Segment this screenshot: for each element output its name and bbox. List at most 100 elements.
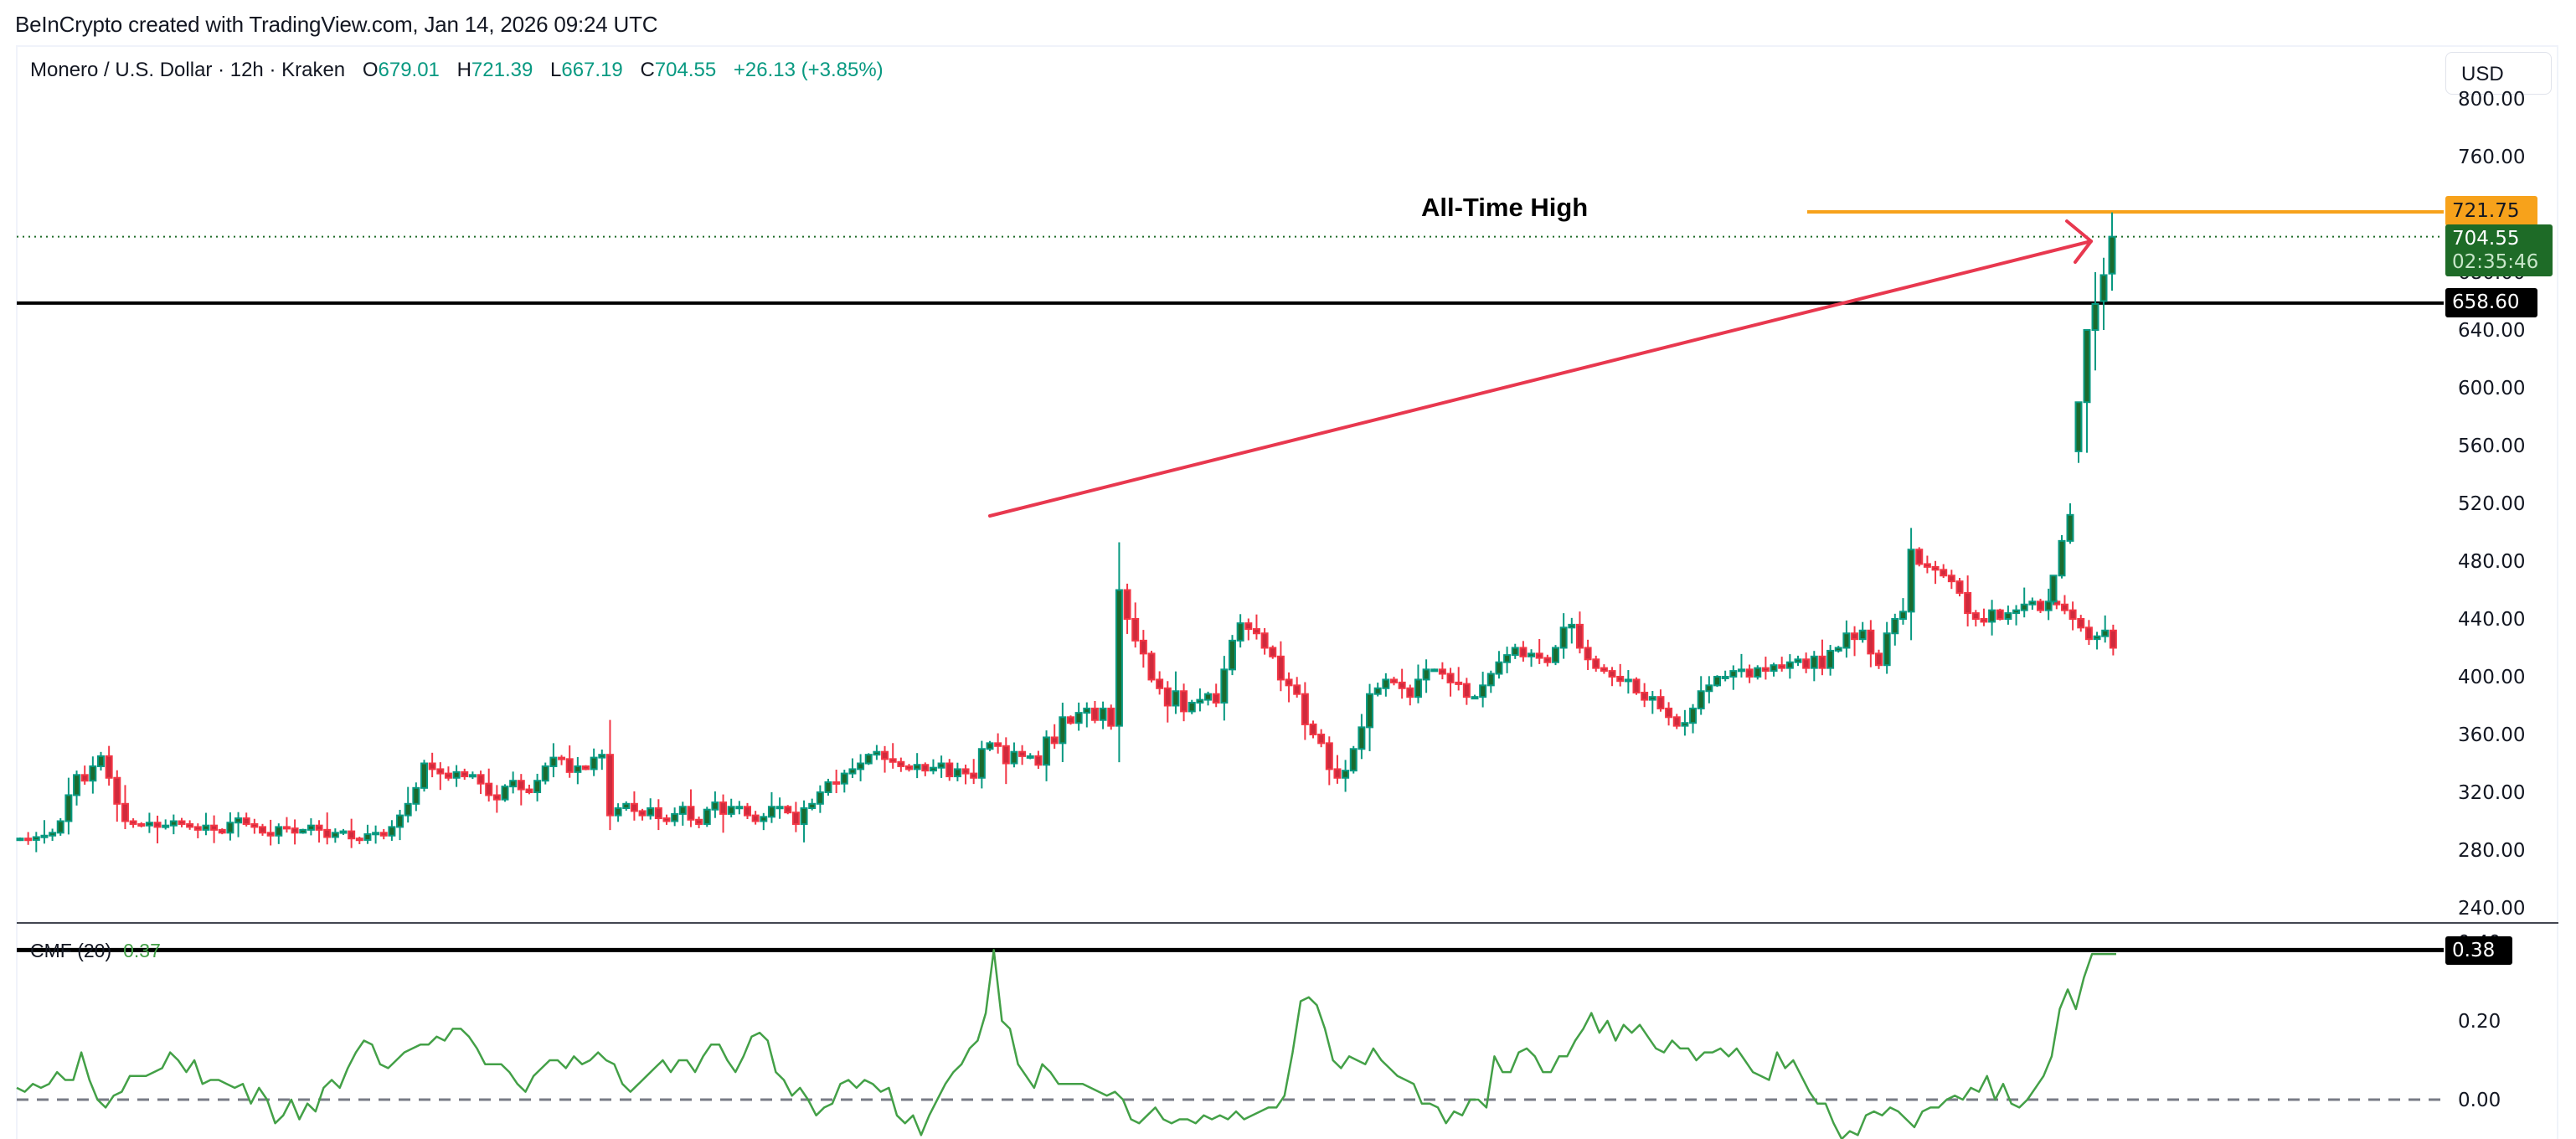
candle-down[interactable]	[137, 822, 146, 827]
candle-down[interactable]	[881, 750, 889, 760]
candle-down[interactable]	[1309, 723, 1317, 735]
candle-up[interactable]	[32, 836, 40, 841]
candle-down[interactable]	[525, 788, 533, 793]
candle-down[interactable]	[1940, 569, 1948, 577]
candle-up[interactable]	[339, 830, 348, 834]
candle-down[interactable]	[1276, 655, 1285, 681]
candle-up[interactable]	[275, 826, 283, 837]
candle-down[interactable]	[921, 764, 930, 772]
candle-up[interactable]	[549, 756, 558, 767]
candle-up[interactable]	[1471, 696, 1479, 700]
candle-down[interactable]	[630, 802, 638, 812]
candle-down[interactable]	[1269, 647, 1277, 657]
candle-down[interactable]	[379, 832, 388, 837]
candle-down[interactable]	[1632, 678, 1641, 693]
candle-down[interactable]	[994, 742, 1002, 747]
candle-down[interactable]	[1616, 676, 1625, 683]
candle-down[interactable]	[1608, 670, 1616, 678]
candle-up[interactable]	[64, 794, 73, 822]
candle-down[interactable]	[1656, 696, 1665, 709]
candle-down[interactable]	[80, 774, 89, 782]
candle-up[interactable]	[1204, 693, 1213, 701]
candle-down[interactable]	[291, 827, 299, 834]
candle-down[interactable]	[1996, 609, 2004, 621]
candle-up[interactable]	[711, 801, 719, 811]
candle-down[interactable]	[2077, 618, 2085, 629]
candle-down[interactable]	[1778, 664, 1786, 669]
candle-up[interactable]	[2083, 329, 2091, 404]
candle-up[interactable]	[420, 762, 428, 789]
candle-up[interactable]	[1721, 676, 1729, 679]
candle-down[interactable]	[323, 828, 332, 838]
cmf-name[interactable]: CMF (20)	[30, 940, 112, 961]
candle-up[interactable]	[1059, 716, 1067, 745]
candle-up[interactable]	[816, 791, 824, 805]
candle-down[interactable]	[751, 814, 760, 822]
candle-down[interactable]	[638, 810, 647, 817]
candle-down[interactable]	[178, 820, 186, 825]
candle-up[interactable]	[1043, 736, 1051, 766]
candle-down[interactable]	[695, 818, 703, 825]
candle-up[interactable]	[1188, 702, 1196, 713]
candle-down[interactable]	[1131, 618, 1140, 642]
candle-up[interactable]	[590, 756, 598, 770]
candle-up[interactable]	[372, 832, 380, 836]
candle-up[interactable]	[2058, 539, 2066, 577]
candle-up[interactable]	[49, 832, 57, 837]
candle-down[interactable]	[662, 817, 671, 822]
candle-down[interactable]	[2037, 600, 2044, 611]
candle-down[interactable]	[444, 772, 452, 779]
candle-down[interactable]	[355, 838, 363, 842]
candle-down[interactable]	[784, 806, 792, 814]
candle-up[interactable]	[226, 822, 234, 834]
candle-down[interactable]	[1964, 591, 1972, 615]
candle-down[interactable]	[1123, 589, 1131, 620]
candle-up[interactable]	[808, 802, 817, 809]
candle-up[interactable]	[775, 806, 784, 810]
candle-up[interactable]	[234, 817, 243, 824]
candle-up[interactable]	[1010, 750, 1018, 765]
candle-down[interactable]	[315, 824, 323, 831]
candle-down[interactable]	[1543, 657, 1552, 663]
candle-down[interactable]	[1285, 678, 1293, 687]
candle-down[interactable]	[250, 822, 259, 828]
candle-up[interactable]	[767, 806, 775, 818]
symbol-title[interactable]: Monero / U.S. Dollar · 12h · Kraken	[30, 59, 346, 81]
candle-up[interactable]	[40, 834, 49, 838]
candle-down[interactable]	[1260, 632, 1269, 649]
candle-up[interactable]	[2028, 600, 2037, 606]
candle-down[interactable]	[832, 781, 841, 785]
candle-up[interactable]	[1342, 770, 1350, 779]
candle-down[interactable]	[1034, 755, 1043, 766]
candle-down[interactable]	[259, 826, 266, 834]
candle-up[interactable]	[56, 820, 64, 834]
candle-down[interactable]	[565, 758, 574, 773]
candle-down[interactable]	[889, 758, 897, 763]
candle-down[interactable]	[113, 776, 121, 805]
candle-up[interactable]	[1891, 618, 1899, 635]
candle-up[interactable]	[1373, 687, 1382, 695]
candle-down[interactable]	[1980, 618, 1988, 623]
candle-down[interactable]	[1745, 668, 1754, 678]
candle-down[interactable]	[1592, 658, 1600, 669]
candle-up[interactable]	[1729, 670, 1738, 678]
candle-up[interactable]	[1229, 639, 1236, 671]
candle-up[interactable]	[2074, 401, 2083, 452]
candle-down[interactable]	[218, 828, 226, 834]
candle-up[interactable]	[509, 780, 518, 788]
trend-arrow[interactable]	[988, 240, 2093, 518]
candle-down[interactable]	[558, 756, 566, 760]
candle-down[interactable]	[1851, 632, 1859, 641]
candle-up[interactable]	[727, 806, 735, 815]
candle-down[interactable]	[970, 772, 978, 779]
candle-down[interactable]	[1252, 628, 1260, 635]
candle-up[interactable]	[1988, 609, 1996, 623]
candle-down[interactable]	[1139, 639, 1147, 655]
candle-up[interactable]	[1172, 690, 1180, 707]
candle-down[interactable]	[1455, 681, 1463, 685]
candle-down[interactable]	[1761, 667, 1770, 673]
candle-up[interactable]	[1826, 649, 1835, 669]
candle-up[interactable]	[598, 754, 606, 759]
candle-down[interactable]	[2069, 609, 2077, 621]
